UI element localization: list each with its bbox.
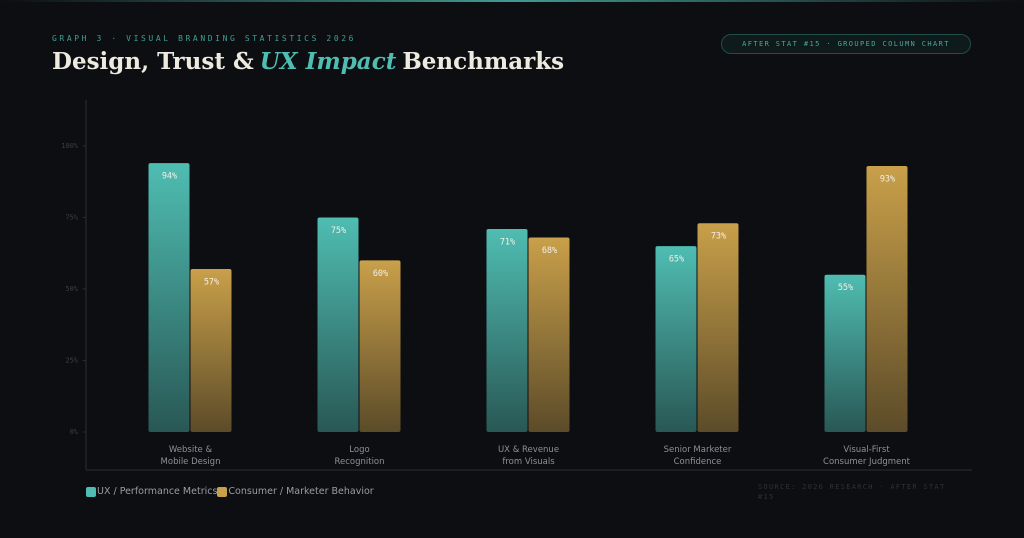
bar (486, 228, 528, 432)
value-label: 73% (711, 232, 726, 242)
x-tick-label: UX & Revenue from Visuals (498, 445, 559, 467)
x-tick-line: Logo (349, 445, 369, 455)
bar (697, 223, 739, 432)
value-label: 94% (162, 172, 177, 182)
legend: UX / Performance Metrics Consumer / Marke… (86, 486, 374, 497)
chart-title: Design, Trust & UX Impact Benchmarks (52, 48, 564, 75)
eyebrow: GRAPH 3 · VISUAL BRANDING STATISTICS 202… (52, 34, 357, 43)
x-tick-line: Confidence (674, 457, 722, 467)
x-tick-label: Senior Marketer Confidence (664, 445, 732, 467)
x-tick-line: from Visuals (502, 457, 555, 467)
value-label: 71% (500, 237, 515, 247)
title-pre: Design, Trust & (52, 48, 254, 75)
value-label: 55% (838, 283, 853, 293)
x-tick-line: Mobile Design (161, 457, 221, 467)
source: SOURCE: 2026 RESEARCH · AFTER STAT #15 (758, 483, 946, 501)
value-label: 75% (331, 226, 346, 236)
legend-label: Consumer / Marketer Behavior (228, 486, 374, 497)
bar (359, 260, 401, 432)
x-tick-line: Visual-First (843, 445, 890, 455)
value-label: 93% (880, 175, 895, 185)
x-tick-label: Visual-First Consumer Judgment (823, 445, 911, 467)
value-label: 65% (669, 255, 684, 265)
bar (317, 217, 359, 432)
y-tick-label: 75% (65, 214, 78, 222)
bar (190, 268, 232, 432)
legend-label: UX / Performance Metrics (97, 486, 218, 497)
title-post: Benchmarks (402, 48, 565, 75)
bar (148, 163, 190, 432)
x-tick-label: Website & Mobile Design (161, 445, 221, 467)
legend-swatch (217, 486, 228, 497)
y-tick-label: 25% (65, 357, 78, 365)
bar (866, 166, 908, 432)
x-tick-line: Consumer Judgment (823, 457, 911, 467)
bar (655, 246, 697, 432)
y-tick-label: 50% (65, 285, 78, 293)
legend-swatch (86, 486, 96, 497)
x-tick-line: Senior Marketer (664, 445, 732, 455)
legend-item: Consumer / Marketer Behavior (217, 486, 374, 497)
bar (824, 274, 866, 432)
y-tick-label: 0% (70, 428, 79, 436)
x-tick-line: Website & (169, 445, 213, 455)
top-accent (0, 0, 1024, 2)
x-tick-label: Logo Recognition (334, 445, 384, 467)
value-label: 60% (373, 269, 388, 279)
bar (528, 237, 570, 432)
title-emphasis: UX Impact (259, 48, 397, 75)
badge: AFTER STAT #15 · GROUPED COLUMN CHART (721, 34, 971, 54)
y-tick-label: 100% (61, 142, 79, 150)
value-label: 68% (542, 246, 557, 256)
legend-item: UX / Performance Metrics (86, 486, 217, 497)
x-tick-line: Recognition (334, 457, 384, 467)
value-label: 57% (204, 277, 219, 287)
x-tick-line: UX & Revenue (498, 445, 559, 455)
